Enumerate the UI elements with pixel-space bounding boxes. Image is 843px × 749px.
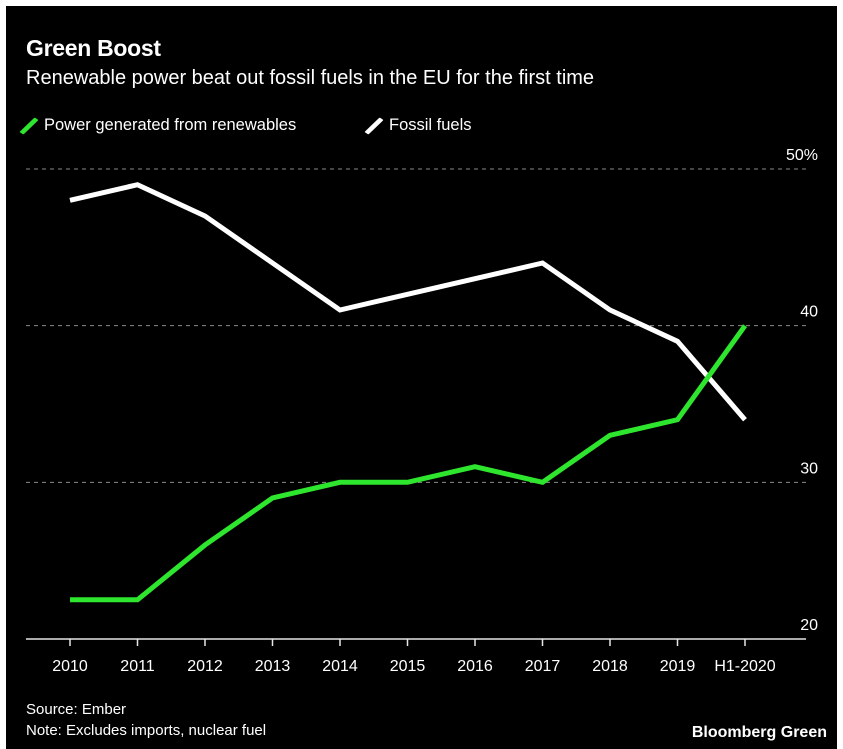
- x-tick-label: 2011: [120, 658, 155, 675]
- x-tick-label: 2018: [592, 658, 628, 675]
- legend-label-fossil: Fossil fuels: [389, 116, 472, 134]
- line-chart: 20 30 40 50% 2010 2011 2012 2013 2014 2015 2016 201…: [26, 147, 818, 675]
- x-tick-label: 2015: [390, 658, 426, 675]
- source-note: Source: Ember: [26, 701, 127, 718]
- x-tick-label: 2014: [322, 658, 358, 675]
- brand-logo: Bloomberg Green: [691, 724, 827, 741]
- chart-subtitle: Renewable power beat out fossil fuels in…: [26, 67, 595, 89]
- exclusion-note: Note: Excludes imports, nuclear fuel: [26, 722, 267, 739]
- x-tick-label: 2019: [660, 658, 696, 675]
- x-tick-label: H1-2020: [714, 658, 775, 675]
- chart-panel: Green Boost Renewable power beat out fos…: [6, 6, 837, 749]
- y-tick-label: 20: [800, 617, 818, 634]
- y-tick-label: 30: [800, 460, 818, 477]
- x-tick-label: 2017: [525, 658, 561, 675]
- x-tick-label: 2012: [187, 658, 223, 675]
- legend-item-renewables: Power generated from renewables: [19, 116, 297, 135]
- series-line-renewables: [70, 324, 748, 603]
- x-tick-label: 2013: [255, 658, 291, 675]
- legend-label-renewables: Power generated from renewables: [44, 116, 297, 134]
- x-tick-label: 2016: [457, 658, 493, 675]
- legend-item-fossil: Fossil fuels: [364, 116, 472, 135]
- y-tick-label: 50%: [786, 147, 818, 164]
- x-tick-label: 2010: [52, 658, 88, 675]
- chart-title: Green Boost: [26, 35, 161, 61]
- y-tick-label: 40: [800, 304, 818, 321]
- series-line-fossil-fuels: [69, 182, 747, 422]
